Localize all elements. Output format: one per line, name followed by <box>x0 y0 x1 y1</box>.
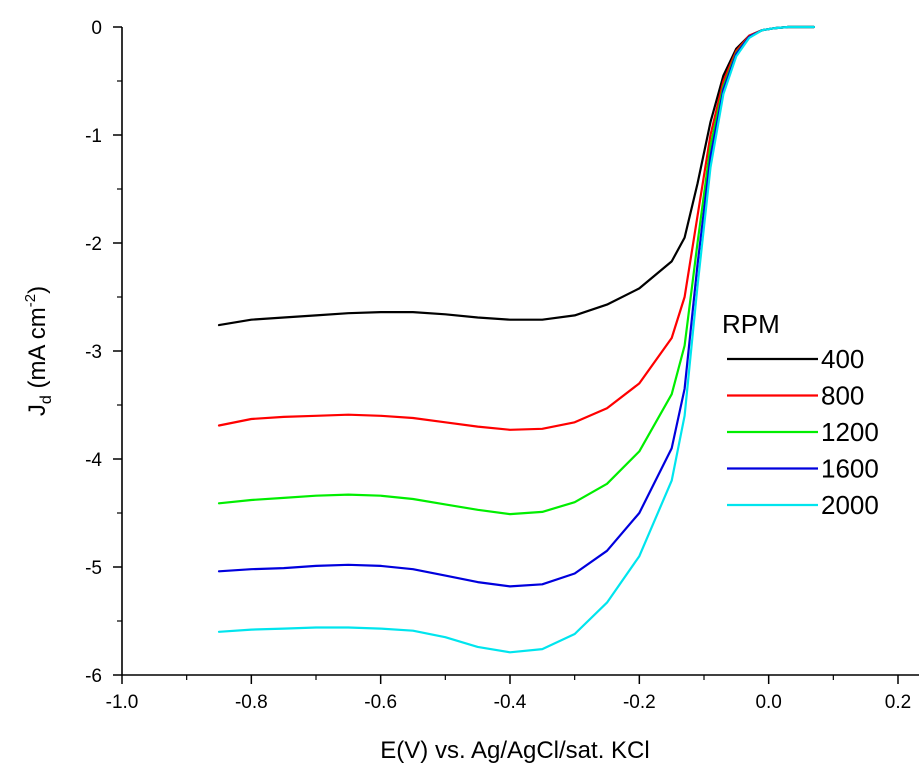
y-tick-label: -2 <box>85 234 102 255</box>
y-axis-title: Jd (mA cm-2) <box>22 286 55 416</box>
y-axis-title-sub: d <box>38 395 55 404</box>
y-tick-label: 0 <box>91 18 102 39</box>
series-group <box>217 25 816 654</box>
y-tick-label: -6 <box>85 666 102 687</box>
legend-label-1600: 1600 <box>821 454 879 484</box>
y-axis-title-sup: -2 <box>22 294 39 307</box>
legend: RPM 400 800 1200 1600 2000 <box>722 309 879 520</box>
series-line-1200 <box>217 25 816 516</box>
y-axis-title-unit: (mA cm <box>24 307 51 395</box>
x-tick-label: -1.0 <box>106 692 139 713</box>
x-axis-title: E(V) vs. Ag/AgCl/sat. KCl <box>380 737 649 764</box>
series-line-1600 <box>217 25 816 588</box>
axes-group <box>121 27 919 676</box>
x-tick-label: 0.2 <box>885 692 911 713</box>
x-tick-label: -0.8 <box>235 692 268 713</box>
legend-title: RPM <box>722 309 780 339</box>
x-tick-label: -0.6 <box>364 692 397 713</box>
y-tick-label: -5 <box>85 558 102 579</box>
legend-label-400: 400 <box>821 344 864 374</box>
x-tick-label: 0.0 <box>755 692 781 713</box>
legend-label-2000: 2000 <box>821 490 879 520</box>
y-tick-label: -1 <box>85 126 102 147</box>
legend-label-800: 800 <box>821 381 864 411</box>
y-tick-label: -3 <box>85 342 102 363</box>
legend-label-1200: 1200 <box>821 417 879 447</box>
x-tick-label: -0.4 <box>494 692 527 713</box>
x-tick-label: -0.2 <box>623 692 656 713</box>
y-axis-title-main: J <box>24 404 51 416</box>
y-ticks: 0 -1 -2 -3 -4 -5 -6 <box>85 18 122 687</box>
x-ticks: -1.0 -0.8 -0.6 -0.4 -0.2 0.0 0.2 <box>106 675 911 713</box>
series-line-2000 <box>217 25 816 654</box>
series-line-400 <box>217 25 816 327</box>
y-tick-label: -4 <box>85 450 102 471</box>
y-axis-title-close: ) <box>24 286 51 294</box>
